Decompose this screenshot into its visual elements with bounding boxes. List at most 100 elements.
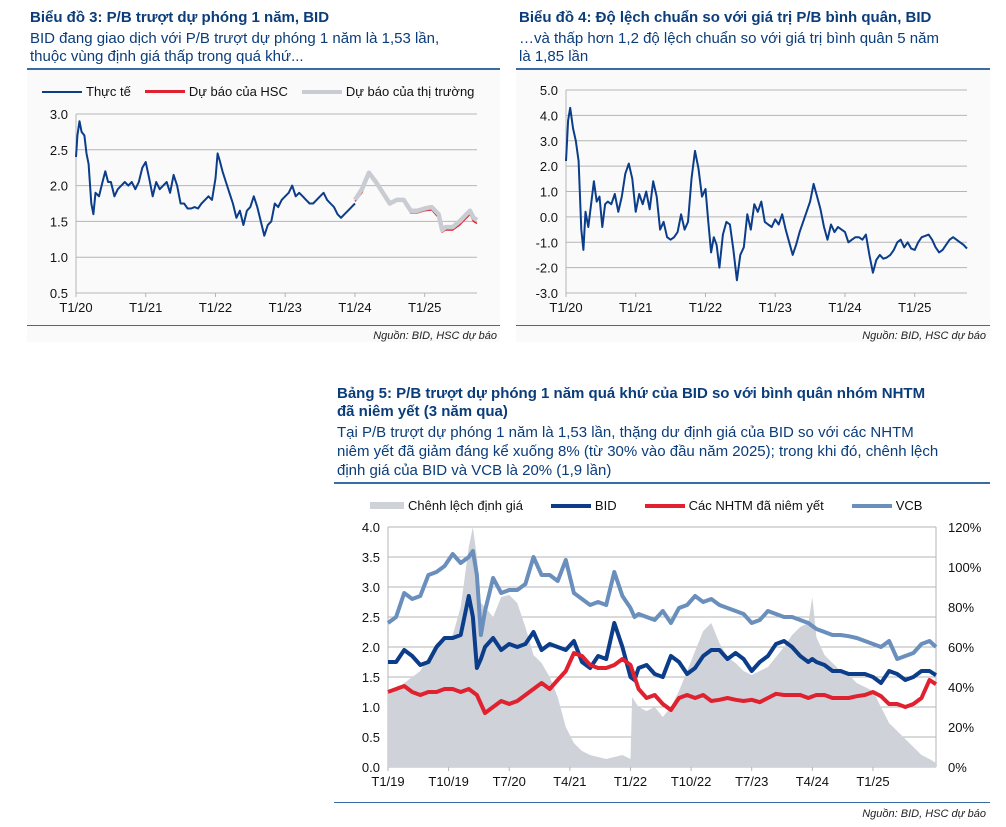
y2-tick-label: 40% (948, 680, 974, 695)
y-tick-label: 2.0 (540, 159, 558, 174)
x-tick-label: T1/25 (408, 300, 441, 315)
y2-tick-label: 120% (948, 520, 982, 535)
y-tick-label: 2.0 (362, 640, 380, 655)
y-tick-label: 0.5 (362, 730, 380, 745)
chart4-footer-rule (516, 325, 990, 326)
chart5-subtitle-line2: niêm yết đã giảm đáng kể xuống 8% (từ 30… (337, 443, 939, 460)
y-tick-label: 1.5 (362, 670, 380, 685)
chart5-subtitle-line1: Tại P/B trượt dự phóng 1 năm là 1,53 lần… (337, 424, 914, 441)
chart3-subtitle-line2: thuộc vùng định giá thấp trong quá khứ..… (30, 48, 304, 65)
legend-label: BID (594, 498, 617, 513)
x-tick-label: T10/22 (671, 774, 711, 789)
chart3-title: Biểu đồ 3: P/B trượt dự phóng 1 năm, BID (30, 9, 330, 26)
line-series-actual (75, 120, 356, 237)
legend-swatch-actual (42, 90, 82, 93)
chart3-source: Nguồn: BID, HSC dự báo (373, 330, 497, 342)
x-tick-label: T4/21 (553, 774, 586, 789)
x-tick-label: T1/21 (619, 300, 652, 315)
chart4-header-rule (516, 68, 990, 70)
legend-item-banks: Các NHTM đã niêm yết (644, 498, 824, 513)
chart5-title-line2: đã niêm yết (3 năm qua) (337, 403, 508, 420)
legend-swatch-bid (550, 503, 591, 508)
x-tick-label: T1/22 (614, 774, 647, 789)
x-tick-label: T1/25 (898, 300, 931, 315)
legend-label: Thực tế (86, 84, 131, 99)
x-tick-label: T1/23 (759, 300, 792, 315)
chart3-header-rule (27, 68, 500, 70)
y2-tick-label: 20% (948, 720, 974, 735)
y2-tick-label: 0% (948, 760, 967, 775)
chart5-subtitle-line3: định giá của BID và VCB là 20% (1,9 lần) (337, 462, 612, 479)
x-tick-label: T1/20 (59, 300, 92, 315)
legend-label: Chênh lệch định giá (408, 498, 523, 513)
x-tick-label: T1/19 (371, 774, 404, 789)
chart4-title: Biểu đồ 4: Độ lệch chuẩn so với giá trị … (519, 9, 932, 26)
y-tick-label: 0.0 (540, 210, 558, 225)
chart4-subtitle-line1: …và thấp hơn 1,2 độ lệch chuẩn so với gi… (519, 30, 939, 47)
x-tick-label: T7/23 (735, 774, 768, 789)
chart5-legend: Chênh lệch định giá BID Các NHTM đã niêm… (370, 498, 936, 513)
x-tick-label: T1/20 (549, 300, 582, 315)
x-tick-label: T1/23 (269, 300, 302, 315)
chart3-panel (27, 70, 500, 342)
x-tick-label: T10/19 (428, 774, 468, 789)
legend-label: Dự báo của thị trường (345, 84, 475, 99)
legend-swatch-hsc (144, 90, 185, 93)
legend-swatch-market (301, 89, 342, 94)
y-tick-label: 3.0 (362, 580, 380, 595)
y-tick-label: 1.5 (50, 214, 68, 229)
x-tick-label: T4/24 (796, 774, 829, 789)
y2-tick-label: 100% (948, 560, 982, 575)
x-tick-label: T1/21 (129, 300, 162, 315)
y-tick-label: 1.0 (540, 185, 558, 200)
legend-item-hsc: Dự báo của HSC (144, 84, 288, 99)
y-tick-label: 3.5 (362, 550, 380, 565)
chart5-header-rule (334, 482, 990, 484)
y-tick-label: 1.0 (362, 700, 380, 715)
chart3-subtitle-line1: BID đang giao dịch với P/B trượt dự phón… (30, 30, 440, 47)
y-tick-label: 3.0 (50, 107, 68, 122)
legend-item-actual: Thực tế (42, 84, 131, 99)
x-tick-label: T1/22 (689, 300, 722, 315)
y-tick-label: 1.0 (50, 250, 68, 265)
legend-item-gap: Chênh lệch định giá (370, 498, 523, 513)
y-tick-label: -2.0 (536, 261, 558, 276)
area-valuation-gap (388, 527, 936, 767)
y-tick-label: -3.0 (536, 286, 558, 301)
legend-item-bid: BID (550, 498, 617, 513)
y-tick-label: 2.5 (50, 143, 68, 158)
y2-tick-label: 80% (948, 600, 974, 615)
x-tick-label: T1/24 (338, 300, 371, 315)
y-tick-label: 0.5 (50, 286, 68, 301)
chart5-source: Nguồn: BID, HSC dự báo (862, 808, 986, 820)
x-tick-label: T1/25 (856, 774, 889, 789)
y-tick-label: 3.0 (540, 134, 558, 149)
y-tick-label: 5.0 (540, 83, 558, 98)
y-tick-label: 4.0 (362, 520, 380, 535)
legend-item-vcb: VCB (851, 498, 923, 513)
y-tick-label: 2.0 (50, 179, 68, 194)
y2-tick-label: 60% (948, 640, 974, 655)
chart5-footer-rule (334, 802, 990, 803)
legend-swatch-banks (644, 503, 685, 508)
y-tick-label: -1.0 (536, 235, 558, 250)
legend-swatch-gap (370, 502, 404, 509)
legend-item-market: Dự báo của thị trường (301, 84, 475, 99)
legend-label: Dự báo của HSC (188, 84, 288, 99)
legend-swatch-vcb (851, 503, 892, 508)
legend-label: VCB (895, 498, 923, 513)
legend-label: Các NHTM đã niêm yết (688, 498, 824, 513)
y-tick-label: 2.5 (362, 610, 380, 625)
x-tick-label: T7/20 (493, 774, 526, 789)
chart3-footer-rule (27, 325, 500, 326)
chart3-legend: Thực tế Dự báo của HSC Dự báo của thị tr… (42, 84, 488, 99)
chart5-title-line1: Bảng 5: P/B trượt dự phóng 1 năm quá khứ… (337, 385, 926, 402)
chart4-subtitle-line2: là 1,85 lần (519, 48, 589, 65)
x-tick-label: T1/24 (828, 300, 861, 315)
chart4-source: Nguồn: BID, HSC dự báo (862, 330, 986, 342)
y-tick-label: 4.0 (540, 108, 558, 123)
y-tick-label: 0.0 (362, 760, 380, 775)
